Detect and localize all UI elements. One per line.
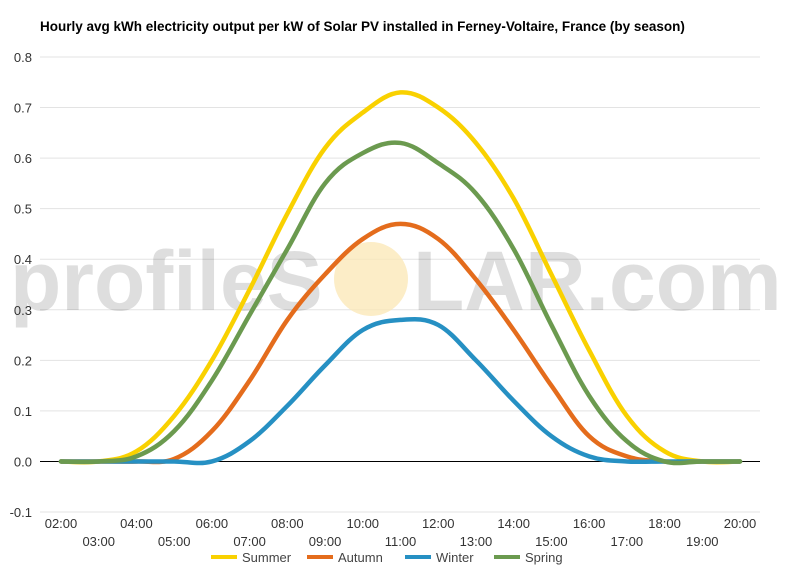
y-tick-label: 0.5 (14, 202, 32, 217)
x-tick-label: 19:00 (686, 534, 719, 549)
legend-item-autumn: Autumn (307, 550, 383, 565)
x-tick-label: 13:00 (460, 534, 493, 549)
watermark: profileS LAR.com (10, 234, 782, 328)
x-tick-label: 04:00 (120, 516, 153, 531)
y-axis-tick-labels: -0.1 0.0 0.1 0.2 0.3 0.4 0.5 0.6 0.7 0.8 (10, 50, 32, 520)
y-tick-label: 0.1 (14, 404, 32, 419)
legend-label: Summer (242, 550, 292, 565)
y-tick-label: 0.7 (14, 101, 32, 116)
x-tick-label: 15:00 (535, 534, 568, 549)
legend: Summer Autumn Winter Spring (211, 550, 563, 565)
x-tick-label: 16:00 (573, 516, 606, 531)
series-lines (58, 90, 743, 466)
y-tick-label: 0.8 (14, 50, 32, 65)
legend-item-summer: Summer (211, 550, 292, 565)
x-tick-label: 07:00 (233, 534, 266, 549)
x-tick-label: 12:00 (422, 516, 455, 531)
x-tick-label: 10:00 (347, 516, 380, 531)
y-tick-label: 0.2 (14, 353, 32, 368)
y-tick-label: 0.6 (14, 151, 32, 166)
y-tick-label: 0.0 (14, 454, 32, 469)
x-tick-label: 05:00 (158, 534, 191, 549)
y-tick-label: 0.3 (14, 303, 32, 318)
watermark-text-right: LAR.com (413, 234, 782, 328)
legend-item-winter: Winter (405, 550, 474, 565)
x-tick-label: 14:00 (497, 516, 530, 531)
x-tick-label: 08:00 (271, 516, 304, 531)
watermark-sun-icon (334, 242, 408, 316)
x-tick-label: 02:00 (45, 516, 78, 531)
series-line-spring (58, 140, 743, 466)
legend-label: Autumn (338, 550, 383, 565)
x-tick-label: 20:00 (724, 516, 757, 531)
legend-item-spring: Spring (494, 550, 563, 565)
legend-label: Winter (436, 550, 474, 565)
x-tick-label: 17:00 (611, 534, 644, 549)
legend-label: Spring (525, 550, 563, 565)
x-axis-tick-labels: 02:00 03:00 04:00 05:00 06:00 07:00 08:00 09:00… (45, 516, 757, 549)
watermark-text-left: profileS (10, 234, 323, 328)
x-tick-label: 03:00 (82, 534, 115, 549)
series-line-autumn (58, 221, 743, 465)
series-line-winter (58, 316, 743, 466)
x-tick-label: 18:00 (648, 516, 681, 531)
x-tick-label: 11:00 (385, 534, 417, 549)
x-tick-label: 06:00 (196, 516, 229, 531)
chart-title: Hourly avg kWh electricity output per kW… (40, 19, 685, 34)
y-tick-label: -0.1 (10, 505, 32, 520)
x-tick-label: 09:00 (309, 534, 342, 549)
y-tick-label: 0.4 (14, 252, 32, 267)
series-line-summer (58, 90, 743, 465)
